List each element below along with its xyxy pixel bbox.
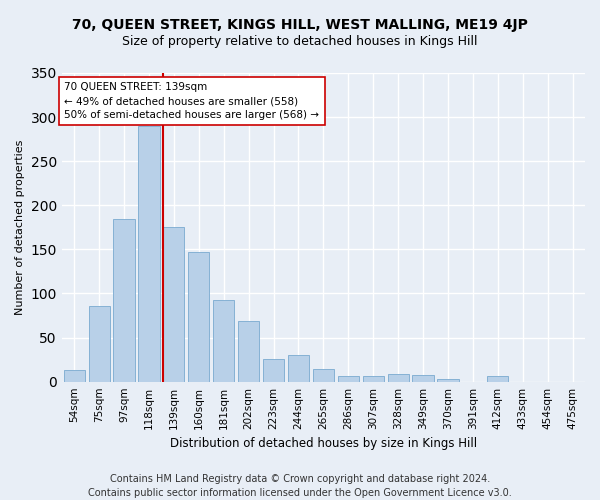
Bar (263, 359, 284, 382)
Bar (313, 370, 334, 382)
Bar (487, 376, 508, 382)
Bar (113, 218, 134, 382)
Bar (213, 300, 235, 382)
Bar (238, 321, 259, 382)
Bar (64, 370, 85, 382)
Y-axis label: Number of detached properties: Number of detached properties (15, 140, 25, 315)
Bar (163, 228, 184, 382)
Text: 70 QUEEN STREET: 139sqm
← 49% of detached houses are smaller (558)
50% of semi-d: 70 QUEEN STREET: 139sqm ← 49% of detache… (64, 82, 319, 120)
Bar (188, 252, 209, 382)
Bar (437, 379, 458, 382)
Bar (89, 306, 110, 382)
X-axis label: Distribution of detached houses by size in Kings Hill: Distribution of detached houses by size … (170, 437, 477, 450)
Text: 70, QUEEN STREET, KINGS HILL, WEST MALLING, ME19 4JP: 70, QUEEN STREET, KINGS HILL, WEST MALLI… (72, 18, 528, 32)
Text: Contains HM Land Registry data © Crown copyright and database right 2024.
Contai: Contains HM Land Registry data © Crown c… (88, 474, 512, 498)
Bar (338, 376, 359, 382)
Bar (288, 355, 309, 382)
Bar (139, 126, 160, 382)
Bar (412, 374, 434, 382)
Bar (388, 374, 409, 382)
Bar (362, 376, 384, 382)
Text: Size of property relative to detached houses in Kings Hill: Size of property relative to detached ho… (122, 35, 478, 48)
